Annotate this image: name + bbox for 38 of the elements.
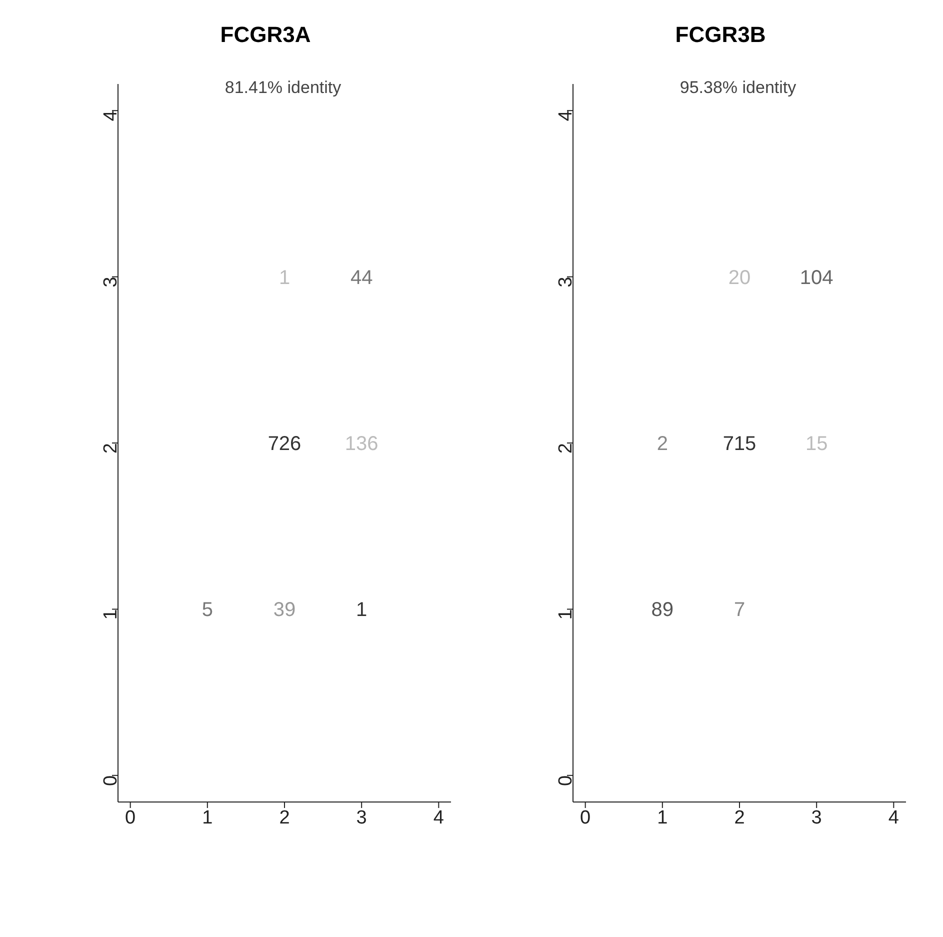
x-tick-label: 4	[888, 807, 900, 828]
annotation: 95.38% identity	[678, 78, 798, 98]
x-tick-label: 2	[279, 807, 290, 828]
y-tick-label: 3	[556, 276, 577, 288]
x-tick-label: 3	[811, 807, 822, 828]
y-tick-label: 2	[556, 443, 577, 454]
chart-title: FCGR3A	[219, 21, 312, 49]
data-label: 39	[273, 599, 296, 622]
y-tick-label: 4	[556, 110, 577, 122]
x-tick-label: 3	[356, 807, 367, 828]
data-label: 1	[356, 599, 368, 622]
data-label: 2	[656, 433, 668, 455]
y-tick-label: 1	[100, 609, 122, 620]
y-tick-label: 0	[556, 775, 577, 786]
chart-title: FCGR3B	[674, 21, 767, 49]
data-label: 1	[278, 266, 290, 289]
x-tick-label: 2	[734, 807, 745, 828]
x-tick-label: 1	[657, 807, 668, 828]
x-tick-label: 0	[125, 807, 136, 828]
y-tick-label: 1	[556, 609, 577, 620]
annotation: 81.41% identity	[224, 78, 342, 98]
data-label: 104	[800, 266, 834, 289]
data-label: 15	[805, 433, 828, 455]
x-tick-label: 0	[580, 807, 591, 828]
data-label: 5	[202, 599, 213, 622]
data-label: 44	[350, 266, 373, 289]
y-tick-label: 0	[100, 775, 122, 786]
data-label: 89	[651, 599, 674, 622]
y-tick-label: 3	[100, 276, 122, 288]
data-label: 7	[734, 599, 746, 622]
data-label: 20	[728, 266, 751, 289]
data-label: 136	[344, 433, 378, 455]
x-tick-label: 4	[433, 807, 444, 828]
x-tick-label: 1	[202, 807, 213, 828]
y-tick-label: 2	[100, 443, 122, 454]
data-label: 726	[268, 433, 302, 455]
data-label: 715	[722, 433, 756, 455]
y-tick-label: 4	[100, 110, 122, 122]
